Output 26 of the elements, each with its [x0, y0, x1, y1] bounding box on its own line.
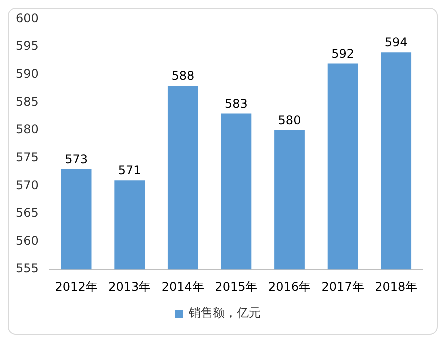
y-tick-label: 600	[16, 11, 39, 26]
data-label: 583	[225, 96, 248, 111]
y-tick-label: 560	[16, 234, 39, 248]
data-label: 592	[332, 46, 355, 61]
x-tick-label: 2018年	[375, 280, 418, 294]
y-tick-label: 575	[16, 150, 39, 164]
chart-frame: 销售额，亿元 2012年 2013年 2014年 2015年 2016年 2017年 2018年 555 560 565 570 575 580 585 590 595 600 573 571 588 583 580 592 594	[8, 8, 438, 335]
x-tick-label: 2017年	[322, 280, 364, 294]
y-tick-label: 570	[16, 178, 39, 192]
data-label: 588	[172, 69, 195, 84]
x-tick-label: 2014年	[162, 280, 204, 294]
x-tick-label: 2012年	[55, 280, 98, 294]
y-tick-label: 595	[16, 39, 39, 54]
y-tick-label: 585	[16, 94, 39, 109]
y-tick-label: 565	[16, 206, 39, 220]
y-tick-label: 580	[16, 122, 39, 137]
data-label: 571	[118, 164, 142, 178]
data-label: 573	[65, 152, 88, 167]
legend-label: 销售额，亿元	[188, 306, 261, 320]
y-tick-label: 555	[16, 262, 39, 276]
x-tick-label: 2016年	[268, 280, 312, 294]
x-tick-label: 2015年	[215, 280, 258, 294]
x-tick-label: 2013年	[108, 280, 152, 294]
data-label: 594	[384, 36, 408, 50]
data-label: 580	[278, 114, 302, 128]
y-tick-label: 590	[16, 66, 39, 81]
